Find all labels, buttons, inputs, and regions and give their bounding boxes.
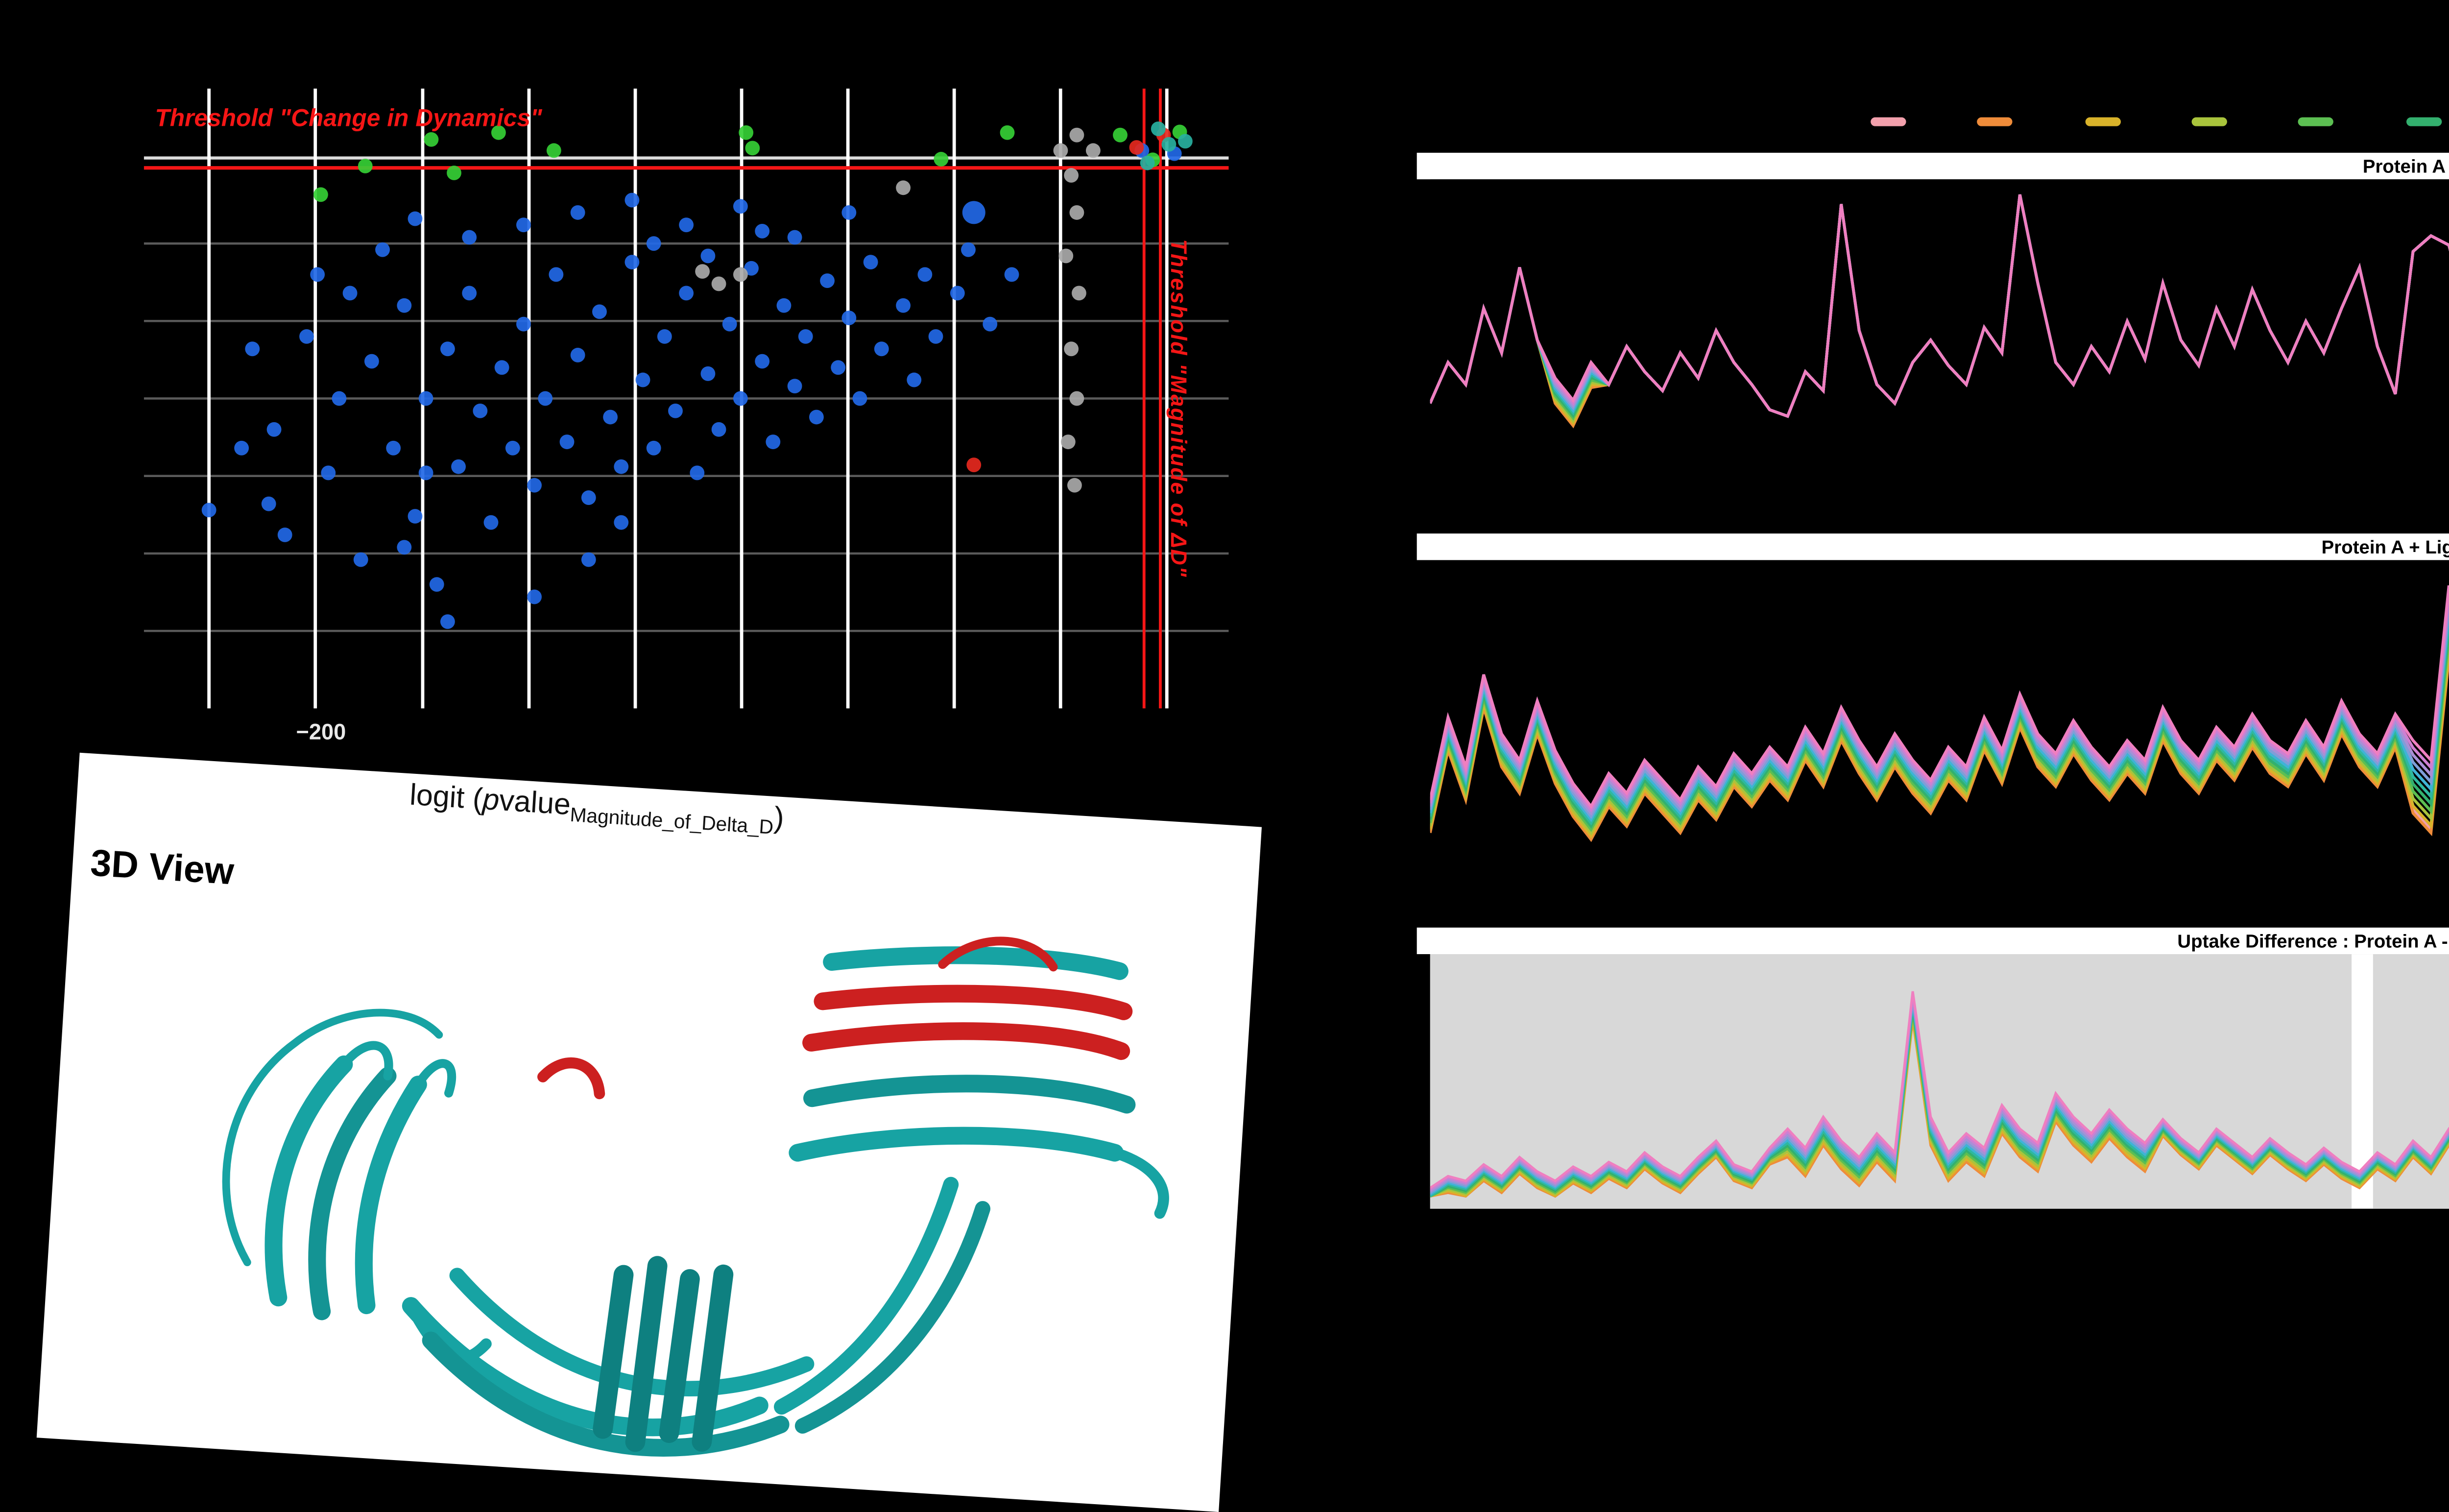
legend-swatch[interactable] (2299, 118, 2334, 126)
threshold-magnitude-label: Threshold "Magnitude of ΔD" (1164, 239, 1189, 578)
protein-ribbon[interactable] (148, 881, 1221, 1499)
panel-title-protein-a-text: Protein A (2362, 155, 2446, 177)
app-canvas: Threshold "Change in Dynamics" Threshold… (36, 88, 2449, 1512)
axis-label-main: value (498, 783, 572, 821)
panel-title-uptake-difference-text: Uptake Difference : Protein A - (Protein… (2177, 930, 2449, 952)
panel-title-protein-a-ligand-text: Protein A + Ligand (2321, 535, 2449, 558)
panel-title-protein-a-ligand: Protein A + Ligand (1417, 533, 2449, 560)
threshold-change-in-dynamics-label: Threshold "Change in Dynamics" (155, 106, 542, 133)
legend-swatch[interactable] (1977, 118, 2014, 126)
legend-swatch[interactable] (2085, 118, 2120, 126)
axis-label-prefix: logit ( (408, 778, 484, 816)
uptake-difference-chart[interactable] (1430, 954, 2449, 1209)
legend-swatch[interactable] (2191, 118, 2228, 126)
legend-swatch[interactable] (1871, 118, 1906, 126)
axis-label-p: p (481, 782, 501, 817)
x-axis-tick-label: −200 (296, 721, 346, 746)
volcano-x-axis-label: logit (pvalueMagnitude_of_Delta_D) (408, 778, 785, 839)
legend-swatch[interactable] (2406, 118, 2442, 126)
axis-label-subscript: Magnitude_of_Delta_D (569, 803, 774, 839)
timepoint-legend (1871, 115, 2449, 128)
uptake-chart-protein-a[interactable] (1430, 179, 2449, 514)
panel-title-uptake-difference: Uptake Difference : Protein A - (Protein… (1417, 927, 2449, 955)
axis-label-suffix: ) (773, 801, 785, 835)
panel-title-protein-a: Protein A (1417, 152, 2449, 180)
uptake-chart-protein-a-ligand[interactable] (1430, 560, 2449, 908)
volcano-plot[interactable] (144, 88, 1229, 709)
3d-view-panel[interactable]: logit (pvalueMagnitude_of_Delta_D) 3D Vi… (36, 752, 1262, 1512)
